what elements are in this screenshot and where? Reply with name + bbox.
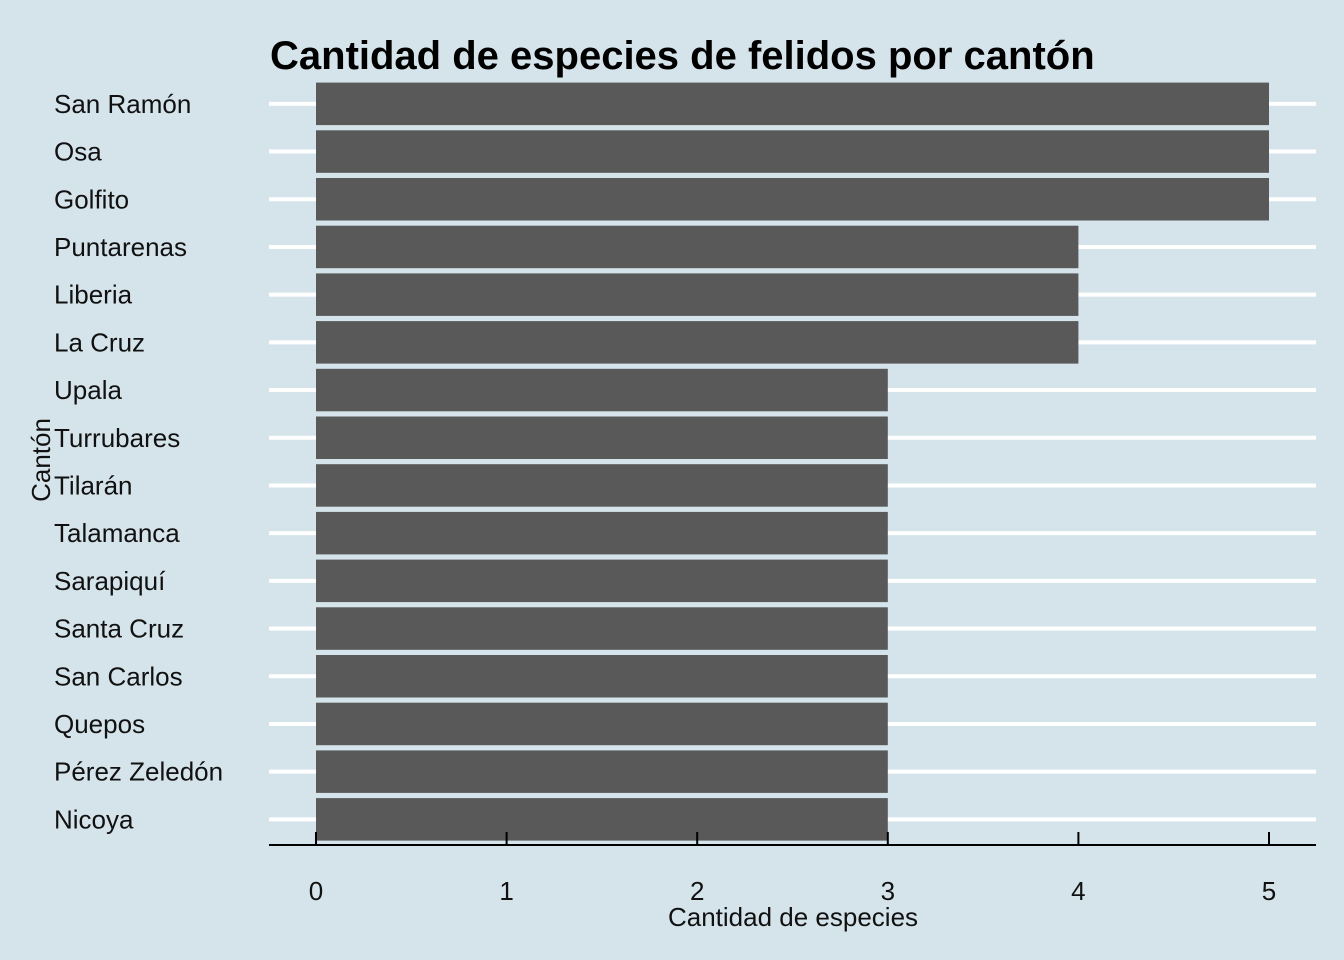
x-tick-label: 5 xyxy=(1262,876,1276,906)
category-label: Turrubares xyxy=(54,423,180,453)
bar xyxy=(316,225,1079,269)
bar xyxy=(316,750,888,793)
category-label: Osa xyxy=(54,137,102,167)
bar xyxy=(316,321,1079,364)
x-tick-label: 0 xyxy=(309,876,323,906)
y-axis-title: Cantón xyxy=(26,418,56,502)
bar xyxy=(316,82,1269,126)
category-label: La Cruz xyxy=(54,327,145,357)
category-label: Liberia xyxy=(54,280,133,310)
x-tick-label: 1 xyxy=(499,876,513,906)
category-label: San Carlos xyxy=(54,661,183,691)
x-tick-label: 2 xyxy=(690,876,704,906)
bar xyxy=(316,464,888,507)
category-label: Nicoya xyxy=(54,804,134,834)
bar xyxy=(316,607,888,650)
bar xyxy=(316,416,888,459)
x-axis-title: Cantidad de especies xyxy=(668,902,918,932)
category-label: Quepos xyxy=(54,709,145,739)
bar xyxy=(316,655,888,698)
x-tick-label: 3 xyxy=(881,876,895,906)
category-label: Pérez Zeledón xyxy=(54,757,223,787)
bar xyxy=(316,130,1269,173)
category-labels: San Ramón Osa Golfito Puntarenas Liberia La C… xyxy=(54,89,223,834)
category-label: Sarapiquí xyxy=(54,566,166,596)
bar xyxy=(316,798,888,841)
bar xyxy=(316,511,888,555)
bar xyxy=(316,368,888,412)
category-label: Santa Cruz xyxy=(54,614,184,644)
bars xyxy=(316,82,1269,841)
category-label: Golfito xyxy=(54,184,129,214)
bar xyxy=(316,559,888,603)
x-axis-ticks: 0 1 2 3 4 5 xyxy=(309,832,1276,906)
category-label: Upala xyxy=(54,375,122,405)
chart-title: Cantidad de especies de felidos por cant… xyxy=(270,34,1095,78)
category-label: Puntarenas xyxy=(54,232,187,262)
category-label: Tilarán xyxy=(54,470,133,500)
bar xyxy=(316,273,1079,316)
category-label: San Ramón xyxy=(54,89,191,119)
bar xyxy=(316,178,1269,221)
category-label: Talamanca xyxy=(54,518,180,548)
x-tick-label: 4 xyxy=(1071,876,1085,906)
bar xyxy=(316,702,888,746)
